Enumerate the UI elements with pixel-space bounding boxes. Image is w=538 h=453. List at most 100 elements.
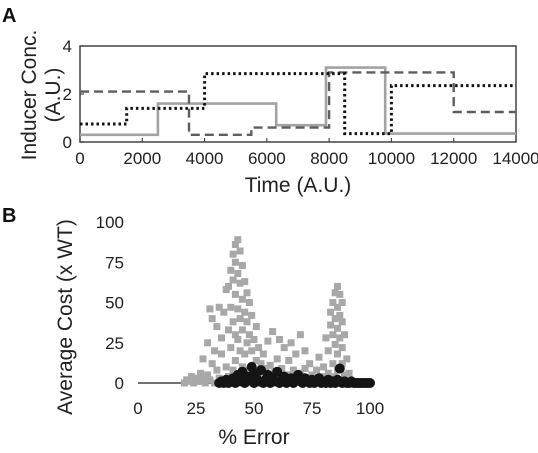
panel-b-gray-square-point [278,365,286,372]
panel-b-x-tick-label: 75 [303,399,322,418]
panel-b-gray-square-point [231,331,239,339]
panel-b-gray-square-point [206,305,214,313]
panel-b-gray-square-point [289,366,297,374]
panel-b-gray-square-point [345,369,353,377]
panel-b-gray-square-point [313,366,321,374]
panel-b-gray-square-point [236,279,244,287]
panel-b-gray-square-point [322,334,330,342]
panel-a-x-tick-label: 14000 [492,149,538,168]
panel-b-x-tick-label: 25 [187,399,206,418]
panel-b-gray-square-point [338,344,346,352]
panel-b-gray-square-point [234,305,242,313]
panel-b-gray-square-point [301,347,309,355]
panel-b-gray-square-point [206,376,214,384]
panel-b-gray-square-point [229,276,237,284]
panel-b-black-circle-series [214,361,375,388]
panel-b-gray-square-point [245,299,253,306]
panel-b-gray-square-point [241,350,249,358]
panel-b-gray-square-point [338,299,346,306]
panel-a-series-solid [80,66,516,137]
panel-b-gray-square-point [213,366,221,374]
panel-b-gray-square-point [259,350,267,358]
panel-b-gray-square-point [231,241,239,248]
panel-b-gray-square-point [211,347,219,355]
panel-b-gray-square-point [194,377,202,385]
panel-a-series-dashed [80,71,516,137]
panel-b-x-tick-label: 100 [356,399,384,418]
panel-a-y-tick-label: 0 [63,133,72,152]
panel-b-gray-square-point [266,361,274,369]
panel-b-gray-square-point [187,373,195,381]
panel-b-gray-square-point [229,366,237,374]
panel-b-label: B [2,205,16,227]
panel-b-gray-square-point [243,318,251,326]
panel-b-gray-square-point [257,360,265,368]
panel-a-x-ticks: 0 2000 4000 6000 8000 10000 12000 14000 [75,138,538,168]
panel-b-gray-square-point [231,357,239,364]
panel-b-gray-square-point [341,371,348,379]
panel-b-gray-square-point [276,336,283,343]
panel-b-gray-square-point [334,350,341,358]
panel-a-x-tick-label: 2000 [123,149,161,168]
panel-b-gray-square-point [336,290,344,298]
panel-b-gray-square-point [234,336,242,343]
panel-a-y-ticks: 0 2 4 [63,37,84,152]
panel-b-black-circle-point [365,378,375,388]
panel-b-gray-square-point [255,344,263,352]
panel-b-gray-square-point [231,290,239,298]
panel-b-gray-square-point [241,308,249,316]
panel-b-gray-square-point [204,371,212,379]
panel-b-gray-square-point [334,324,341,332]
panel-b-gray-square-point [231,258,239,266]
panel-b-gray-square-point [229,318,237,326]
panel-b-gray-square-point [218,334,225,342]
panel-b-gray-square-point [234,236,242,244]
panel-a-y-axis-title: Inducer Conc. (A.U.) [18,30,65,161]
panel-b-gray-square-point [296,331,304,339]
panel-a-series-group [80,66,516,137]
panel-b-gray-square-point [338,318,346,326]
panel-b-gray-square-point [331,289,339,297]
panel-b-gray-square-point [208,315,216,323]
panel-a-x-tick-label: 4000 [186,149,224,168]
panel-a-x-tick-label: 0 [75,149,84,168]
panel-b-gray-square-point [227,344,235,352]
panel-a-y-tick-label: 2 [63,85,72,104]
panel-b-gray-square-point [243,289,251,297]
panel-b-gray-square-point [301,365,309,372]
panel-b-gray-square-point [248,311,256,319]
panel-b-gray-square-point [320,363,328,371]
panel-a-y-axis-title-line2: (A.U.) [42,68,65,123]
panel-b-x-tick-label: 50 [245,399,264,418]
panel-b-gray-square-point [327,308,335,316]
panel-b-gray-square-point [285,357,293,364]
panel-b-gray-square-point [215,303,223,311]
panel-b-gray-square-point [190,379,198,387]
panel-b-gray-square-point [329,299,337,306]
panel-b-y-tick-label: 25 [105,334,124,353]
panel-b-gray-square-point [227,303,235,311]
panel-b-gray-square-point [338,360,346,368]
panel-b-gray-square-point [238,326,246,334]
panel-b-gray-square-point [341,331,348,339]
panel-b-gray-square-point [248,347,256,355]
panel-b-y-ticks: 0 25 50 75 100 [96,213,124,393]
panel-a-label: A [2,5,16,27]
panel-b-y-tick-label: 75 [105,253,124,272]
panel-b-y-tick-label: 100 [96,213,124,232]
panel-b-y-tick-label: 50 [105,294,124,313]
panel-b-gray-square-point [273,355,281,363]
panel-b-gray-square-point [280,344,288,352]
panel-b-gray-square-point [238,295,246,303]
panel-b-gray-square-point [324,347,332,355]
panel-b-x-axis-title: % Error [218,426,289,449]
panel-a-x-axis-title: Time (A.U.) [245,174,352,197]
panel-b-gray-square-point [331,315,339,323]
panel-b-gray-square-point [225,326,232,334]
panel-b-gray-square-point [252,357,260,364]
panel-b-gray-square-point [218,350,225,358]
panel-b-x-ticks: 0 25 50 75 100 [133,399,384,418]
panel-b-gray-square-point [315,353,323,361]
panel-a-x-tick-label: 12000 [430,149,477,168]
